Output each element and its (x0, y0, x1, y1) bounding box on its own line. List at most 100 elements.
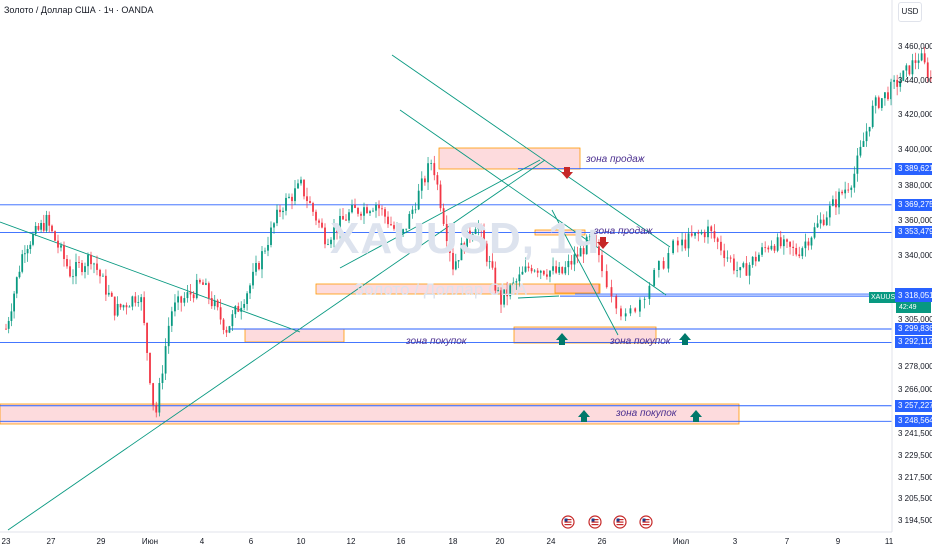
candle-body (216, 300, 219, 308)
trend-line (0, 221, 301, 333)
y-tick-label: 3 360,000 (898, 216, 932, 225)
candle-body (261, 251, 263, 270)
candle-body (448, 241, 451, 253)
candle-body (336, 227, 338, 233)
candle-body (202, 282, 204, 285)
price-zone-rect (513, 326, 657, 344)
candle-body (321, 222, 323, 228)
candle-body (694, 232, 696, 236)
price-level-label: 3 257,227 (895, 399, 932, 412)
candle-body (158, 382, 161, 413)
candle-body (911, 60, 914, 75)
candle-body (844, 189, 847, 194)
candle-body (189, 292, 192, 295)
candle-body (594, 235, 597, 247)
candle-body (137, 302, 140, 303)
x-tick-label: 7 (784, 537, 790, 546)
x-tick-label: 9 (835, 537, 841, 546)
candle-body (877, 97, 880, 108)
candle-body (48, 214, 51, 226)
y-tick-label: 3 440,000 (898, 76, 932, 85)
candle-body (629, 308, 632, 314)
candle-body (561, 266, 564, 274)
candle-body (880, 98, 883, 108)
candle-body (231, 314, 234, 327)
candle-body (558, 266, 561, 273)
candle-body (480, 226, 483, 230)
candle-body (167, 325, 170, 347)
candle-body (509, 285, 512, 297)
candle-body (620, 308, 622, 317)
candle-body (69, 266, 71, 277)
candle-body (710, 226, 713, 232)
candle-body (542, 270, 545, 275)
candle-body (723, 250, 726, 259)
candle-body (427, 163, 429, 183)
candle-body (199, 279, 201, 283)
candle-body (703, 232, 706, 238)
candle-body (357, 207, 359, 214)
candle-body (366, 207, 368, 214)
candle-body (754, 256, 757, 262)
candle-body (726, 257, 729, 259)
candle-body (312, 203, 314, 212)
candle-body (477, 226, 480, 230)
candle-body (279, 209, 281, 213)
candle-body (908, 65, 911, 75)
candle-body (363, 207, 365, 216)
candle-body (303, 179, 305, 197)
candle-body (570, 261, 573, 265)
candle-body (521, 271, 524, 275)
candle-body (494, 267, 497, 291)
candle-body (378, 204, 380, 209)
us-flag-event-icon (639, 515, 653, 529)
candle-body (792, 246, 795, 248)
candle-body (471, 233, 474, 238)
candle-body (779, 237, 782, 247)
candle-body (387, 216, 389, 225)
sell-arrow (561, 167, 573, 179)
candle-body (868, 126, 871, 132)
symbol-title[interactable]: Золото / Доллар США · 1ч · OANDA (4, 5, 154, 15)
candle-body (549, 270, 551, 277)
candle-body (140, 297, 143, 303)
candle-body (249, 285, 251, 294)
candle-body (300, 179, 302, 184)
candle-body (739, 267, 742, 271)
candle-body (174, 302, 176, 312)
buy-arrow (690, 410, 702, 422)
candle-body (424, 178, 426, 183)
candle-body (488, 261, 491, 263)
candle-body (309, 201, 311, 204)
y-tick-label: 3 205,500 (898, 494, 932, 503)
x-tick-label: 20 (495, 537, 505, 546)
candle-body (720, 241, 722, 251)
candle-body (75, 262, 77, 277)
candle-body (21, 254, 24, 272)
candle-body (149, 352, 151, 384)
candle-body (624, 313, 627, 317)
candle-body (430, 163, 433, 164)
candle-body (865, 131, 868, 142)
candle-body (585, 236, 588, 255)
candle-body (515, 281, 518, 283)
candle-body (684, 239, 687, 249)
candle-body (601, 255, 603, 272)
candle-body (34, 225, 37, 235)
candle-body (920, 53, 923, 61)
candle-body (384, 209, 386, 217)
candle-body (884, 92, 886, 99)
candle-body (119, 303, 122, 308)
candle-body (804, 241, 807, 249)
candle-body (926, 62, 929, 78)
candle-body (591, 235, 594, 237)
currency-button[interactable]: USD (898, 2, 922, 22)
candle-body (555, 266, 557, 273)
x-tick-label: 29 (96, 537, 106, 546)
y-tick-label: 3 305,000 (898, 315, 932, 324)
candle-body (195, 279, 198, 299)
candle-body (128, 306, 131, 308)
candle-body (539, 270, 542, 273)
